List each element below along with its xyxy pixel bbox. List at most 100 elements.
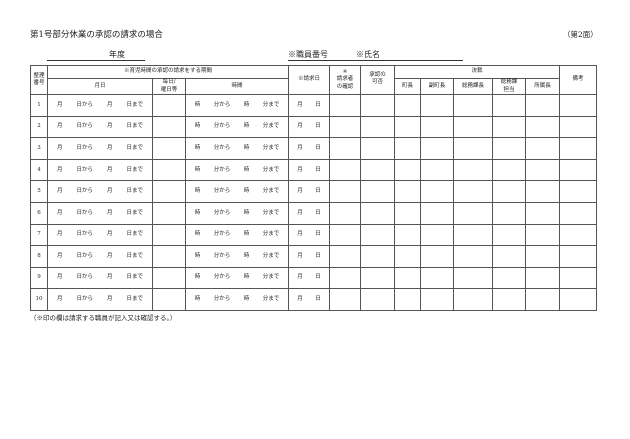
dept-head-cell[interactable] (524, 137, 561, 160)
approval-cell[interactable] (360, 201, 395, 225)
mayor-cell[interactable] (394, 223, 421, 247)
deputy-mayor-cell[interactable] (420, 223, 454, 247)
date-range-cell[interactable]: 月 日から 月 日まで (47, 94, 153, 117)
dept-head-cell[interactable] (524, 266, 561, 290)
confirm-cell[interactable] (329, 94, 361, 117)
weekday-cell[interactable] (152, 115, 186, 139)
dept-head-cell[interactable] (524, 94, 561, 117)
ga-chief-cell[interactable] (453, 223, 493, 247)
weekday-cell[interactable] (152, 266, 186, 290)
ga-chief-cell[interactable] (453, 288, 493, 311)
remarks-cell[interactable] (559, 94, 598, 117)
deputy-mayor-cell[interactable] (420, 245, 454, 268)
time-range-cell[interactable]: 時 分から 時 分まで (185, 158, 289, 182)
ga-chief-cell[interactable] (453, 245, 493, 268)
time-range-cell[interactable]: 時 分から 時 分まで (185, 266, 289, 290)
request-date-cell[interactable]: 月日 (288, 94, 330, 117)
ga-staff-cell[interactable] (492, 158, 526, 182)
confirm-cell[interactable] (329, 180, 361, 203)
deputy-mayor-cell[interactable] (420, 201, 454, 225)
date-range-cell[interactable]: 月 日から 月 日まで (47, 266, 153, 290)
dept-head-cell[interactable] (524, 288, 561, 311)
remarks-cell[interactable] (559, 288, 598, 311)
ga-staff-cell[interactable] (492, 115, 526, 139)
mayor-cell[interactable] (394, 180, 421, 203)
date-range-cell[interactable]: 月 日から 月 日まで (47, 158, 153, 182)
time-range-cell[interactable]: 時 分から 時 分まで (185, 115, 289, 139)
approval-cell[interactable] (360, 94, 395, 117)
confirm-cell[interactable] (329, 245, 361, 268)
approval-cell[interactable] (360, 158, 395, 182)
remarks-cell[interactable] (559, 223, 598, 247)
weekday-cell[interactable] (152, 94, 186, 117)
ga-staff-cell[interactable] (492, 288, 526, 311)
ga-chief-cell[interactable] (453, 94, 493, 117)
ga-staff-cell[interactable] (492, 94, 526, 117)
time-range-cell[interactable]: 時 分から 時 分まで (185, 137, 289, 160)
weekday-cell[interactable] (152, 158, 186, 182)
deputy-mayor-cell[interactable] (420, 137, 454, 160)
date-range-cell[interactable]: 月 日から 月 日まで (47, 137, 153, 160)
ga-chief-cell[interactable] (453, 137, 493, 160)
request-date-cell[interactable]: 月日 (288, 288, 330, 311)
dept-head-cell[interactable] (524, 201, 561, 225)
request-date-cell[interactable]: 月日 (288, 223, 330, 247)
dept-head-cell[interactable] (524, 115, 561, 139)
time-range-cell[interactable]: 時 分から 時 分まで (185, 180, 289, 203)
staff-info-field[interactable]: ※職員番号 ※氏名 (288, 49, 463, 61)
time-range-cell[interactable]: 時 分から 時 分まで (185, 245, 289, 268)
request-date-cell[interactable]: 月日 (288, 180, 330, 203)
approval-cell[interactable] (360, 266, 395, 290)
weekday-cell[interactable] (152, 201, 186, 225)
dept-head-cell[interactable] (524, 245, 561, 268)
request-date-cell[interactable]: 月日 (288, 115, 330, 139)
remarks-cell[interactable] (559, 245, 598, 268)
approval-cell[interactable] (360, 223, 395, 247)
confirm-cell[interactable] (329, 266, 361, 290)
dept-head-cell[interactable] (524, 158, 561, 182)
date-range-cell[interactable]: 月 日から 月 日まで (47, 288, 153, 311)
approval-cell[interactable] (360, 180, 395, 203)
ga-staff-cell[interactable] (492, 245, 526, 268)
deputy-mayor-cell[interactable] (420, 288, 454, 311)
deputy-mayor-cell[interactable] (420, 94, 454, 117)
request-date-cell[interactable]: 月日 (288, 158, 330, 182)
ga-chief-cell[interactable] (453, 180, 493, 203)
remarks-cell[interactable] (559, 266, 598, 290)
ga-chief-cell[interactable] (453, 158, 493, 182)
mayor-cell[interactable] (394, 288, 421, 311)
mayor-cell[interactable] (394, 137, 421, 160)
confirm-cell[interactable] (329, 288, 361, 311)
weekday-cell[interactable] (152, 180, 186, 203)
ga-staff-cell[interactable] (492, 201, 526, 225)
approval-cell[interactable] (360, 288, 395, 311)
mayor-cell[interactable] (394, 94, 421, 117)
remarks-cell[interactable] (559, 180, 598, 203)
dept-head-cell[interactable] (524, 180, 561, 203)
time-range-cell[interactable]: 時 分から 時 分まで (185, 94, 289, 117)
approval-cell[interactable] (360, 115, 395, 139)
ga-chief-cell[interactable] (453, 201, 493, 225)
confirm-cell[interactable] (329, 137, 361, 160)
date-range-cell[interactable]: 月 日から 月 日まで (47, 245, 153, 268)
approval-cell[interactable] (360, 245, 395, 268)
mayor-cell[interactable] (394, 245, 421, 268)
remarks-cell[interactable] (559, 115, 598, 139)
ga-staff-cell[interactable] (492, 180, 526, 203)
weekday-cell[interactable] (152, 245, 186, 268)
confirm-cell[interactable] (329, 201, 361, 225)
ga-staff-cell[interactable] (492, 266, 526, 290)
ga-chief-cell[interactable] (453, 266, 493, 290)
dept-head-cell[interactable] (524, 223, 561, 247)
mayor-cell[interactable] (394, 266, 421, 290)
date-range-cell[interactable]: 月 日から 月 日まで (47, 180, 153, 203)
ga-staff-cell[interactable] (492, 137, 526, 160)
fiscal-year-field[interactable]: 年度 (47, 49, 145, 61)
mayor-cell[interactable] (394, 201, 421, 225)
deputy-mayor-cell[interactable] (420, 158, 454, 182)
weekday-cell[interactable] (152, 137, 186, 160)
confirm-cell[interactable] (329, 115, 361, 139)
time-range-cell[interactable]: 時 分から 時 分まで (185, 288, 289, 311)
weekday-cell[interactable] (152, 288, 186, 311)
request-date-cell[interactable]: 月日 (288, 201, 330, 225)
